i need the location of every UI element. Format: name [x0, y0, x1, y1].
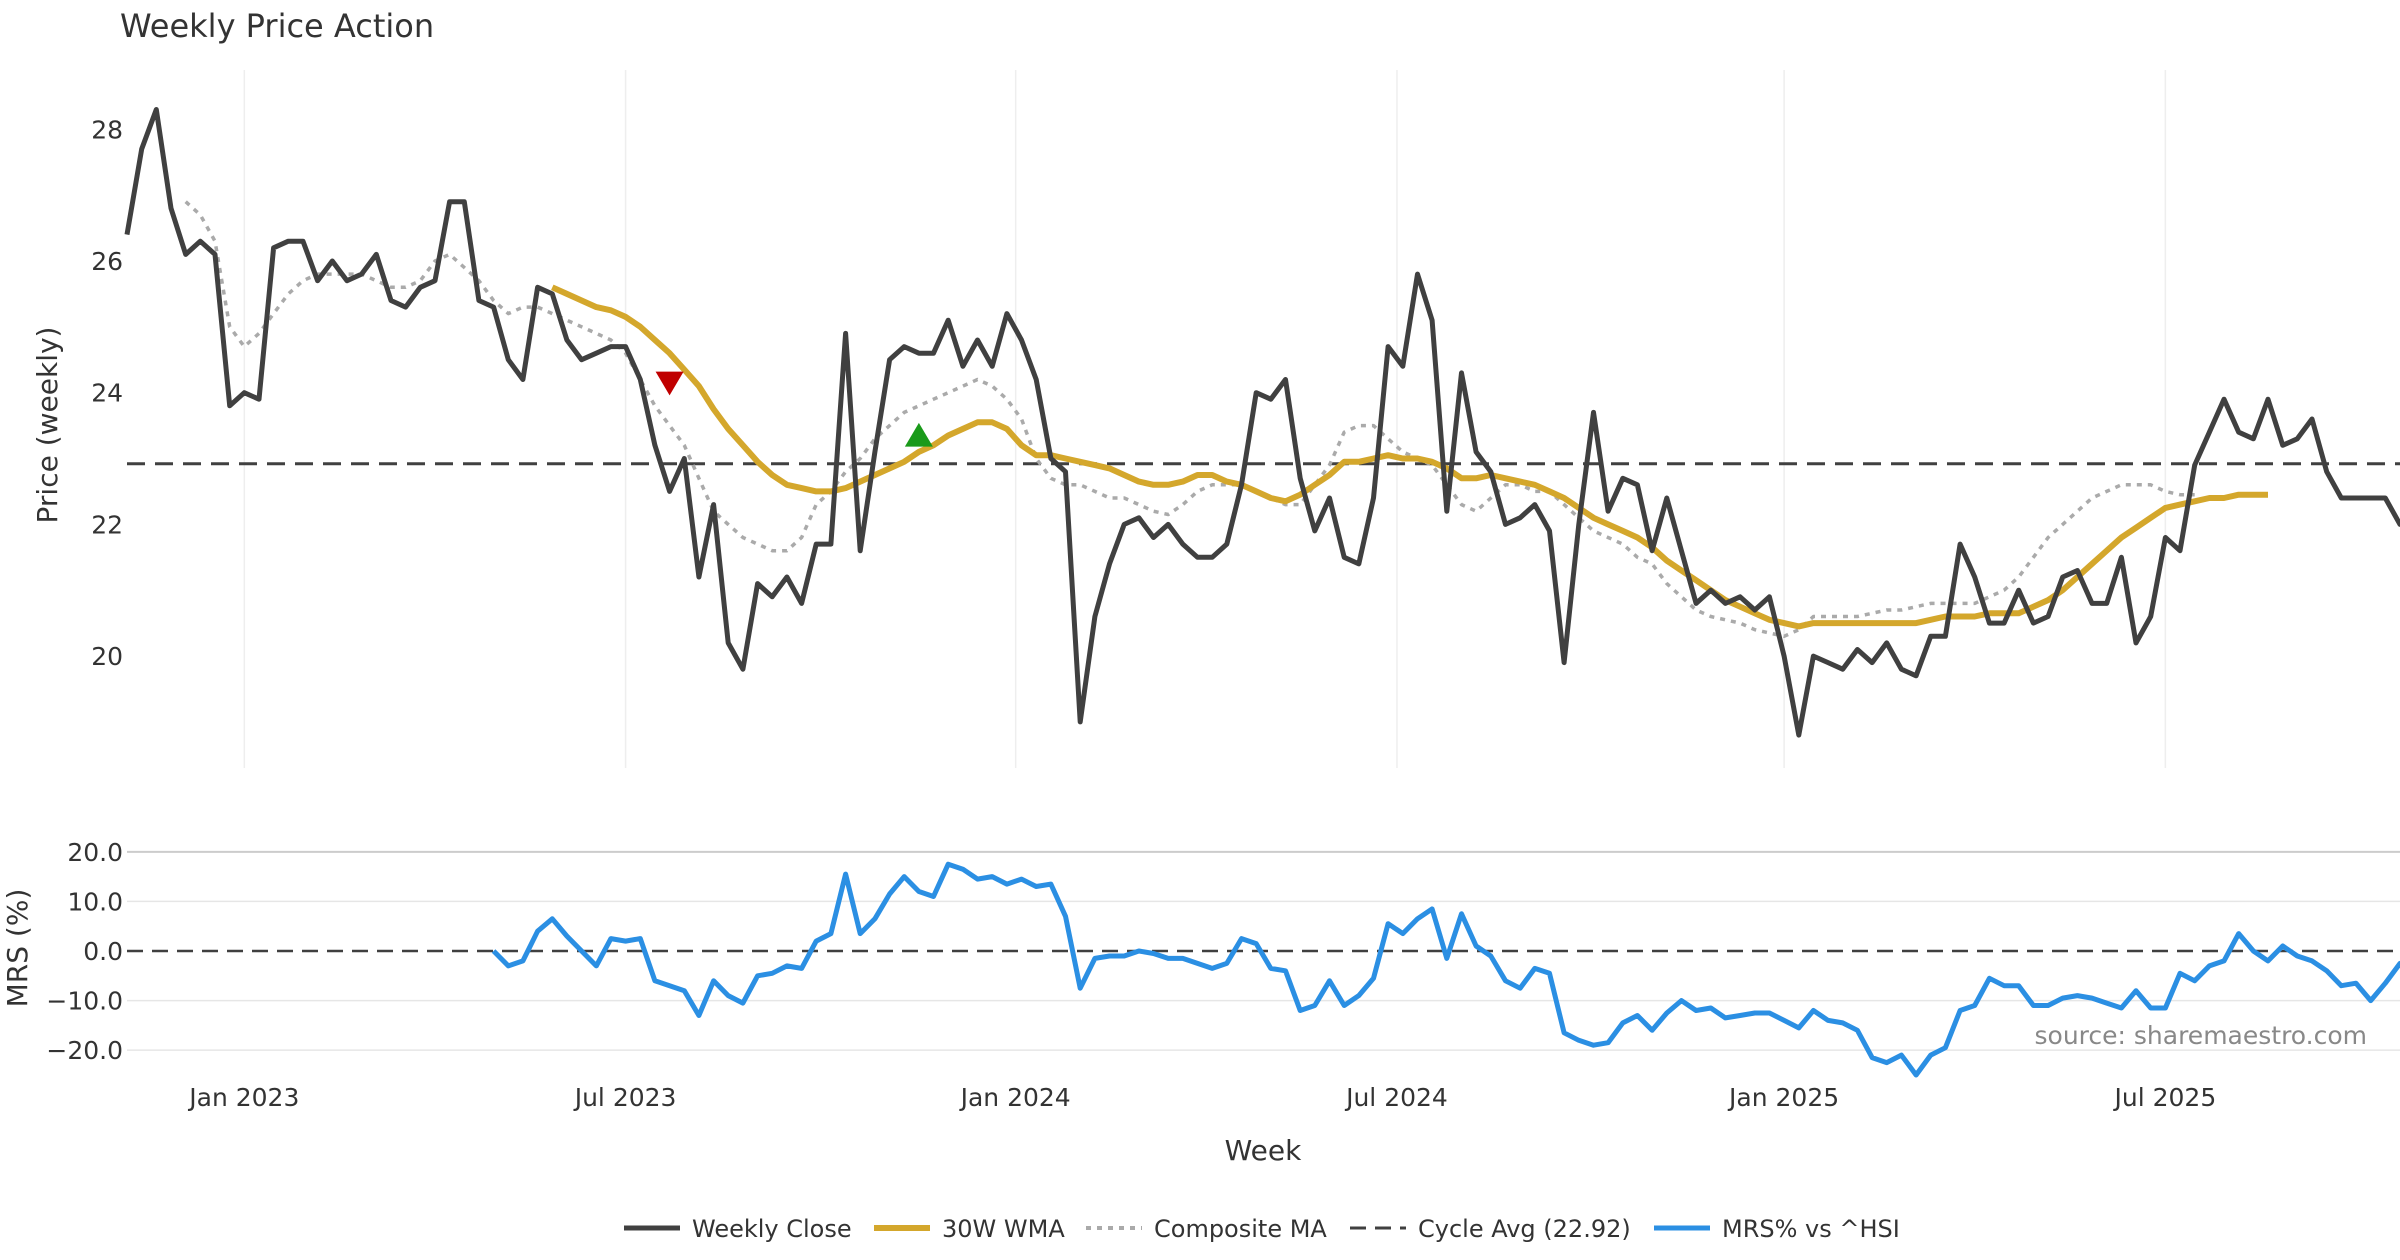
x-tick-label: Jul 2025 [2113, 1083, 2217, 1112]
mrs-line [491, 861, 2400, 1078]
mrs-y-tick-label: 20.0 [67, 838, 123, 867]
price-y-tick-label: 22 [91, 510, 123, 539]
price-gridlines [243, 70, 2167, 768]
price-panel: 20 22 24 26 28 Price (weekly) [31, 70, 2400, 768]
mrs-y-tick-label: −10.0 [46, 987, 123, 1016]
price-y-tick-label: 24 [91, 379, 123, 408]
price-y-ticks: 20 22 24 26 28 [91, 115, 123, 671]
source-note: source: sharemaestro.com [2035, 1021, 2368, 1050]
x-axis-ticks: Jan 2023 Jul 2023 Jan 2024 Jul 2024 Jan 2025… [187, 1083, 2216, 1112]
signal-markers [655, 371, 933, 447]
legend: Weekly Close 30W WMA Composite MA Cycle Avg… [624, 1215, 1900, 1243]
x-tick-label: Jan 2024 [959, 1083, 1071, 1112]
x-axis-label: Week [1225, 1134, 1302, 1167]
mrs-y-ticks: 20.0 10.0 0.0 −10.0 −20.0 [46, 838, 123, 1065]
mrs-panel: 20.0 10.0 0.0 −10.0 −20.0 MRS (%) source: sh… [1, 838, 2400, 1078]
chart-title: Weekly Price Action [120, 7, 434, 45]
x-tick-label: Jul 2024 [1344, 1083, 1448, 1112]
mrs-y-tick-label: −20.0 [46, 1036, 123, 1065]
price-y-tick-label: 20 [91, 642, 123, 671]
mrs-y-axis-label: MRS (%) [1, 889, 34, 1008]
mrs-gridlines [127, 850, 2400, 1051]
buy-signal-marker [904, 422, 933, 447]
x-tick-label: Jan 2025 [1727, 1083, 1839, 1112]
price-y-tick-label: 28 [91, 115, 123, 144]
legend-label: 30W WMA [942, 1215, 1065, 1243]
composite-ma-line [184, 200, 2195, 639]
wma-30-line [551, 284, 2268, 630]
mrs-y-tick-label: 10.0 [67, 887, 123, 916]
x-tick-label: Jul 2023 [573, 1083, 677, 1112]
sell-signal-marker [655, 371, 684, 396]
weekly-close-line [124, 107, 2400, 738]
legend-label: Composite MA [1154, 1215, 1327, 1243]
x-tick-label: Jan 2023 [187, 1083, 299, 1112]
legend-label: Cycle Avg (22.92) [1418, 1215, 1631, 1243]
mrs-y-tick-label: 0.0 [83, 937, 123, 966]
price-y-axis-label: Price (weekly) [31, 327, 64, 524]
price-y-tick-label: 26 [91, 247, 123, 276]
legend-label: Weekly Close [692, 1215, 852, 1243]
legend-label: MRS% vs ^HSI [1722, 1215, 1900, 1243]
